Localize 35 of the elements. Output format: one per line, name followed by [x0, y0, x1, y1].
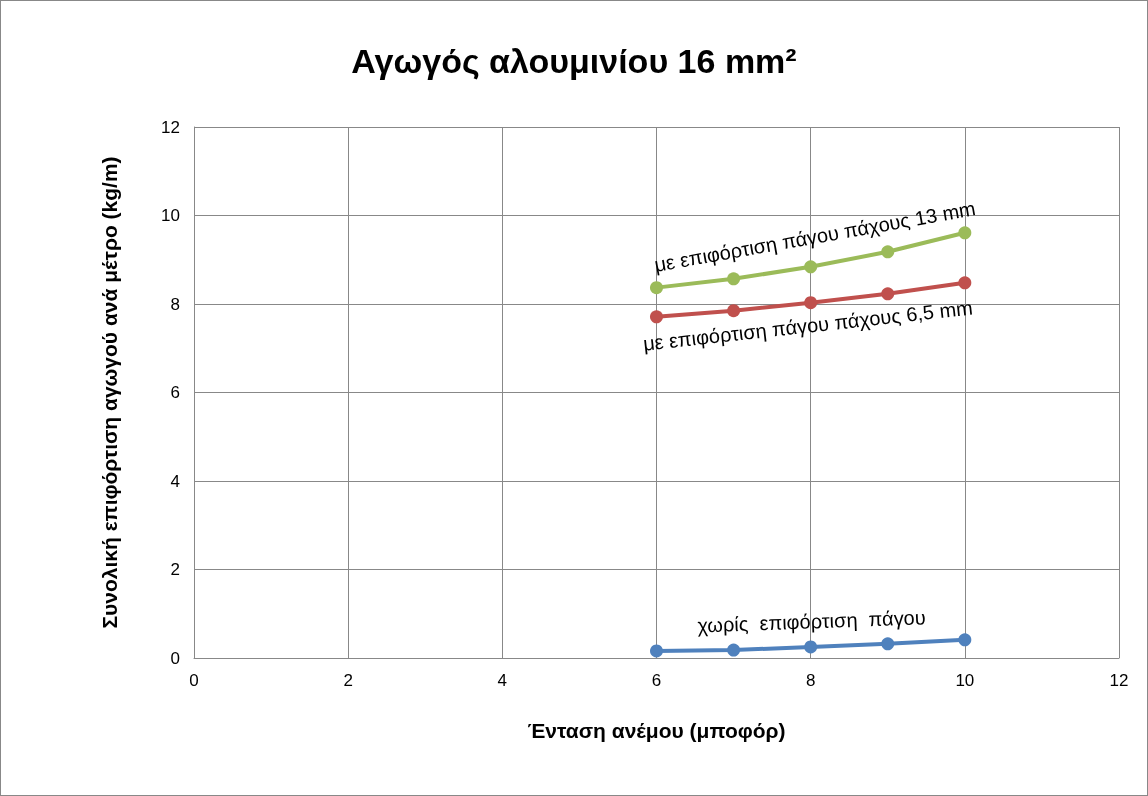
point	[881, 287, 895, 301]
x-tick-label: 12	[1109, 671, 1129, 690]
point	[804, 640, 818, 654]
x-tick-label: 10	[955, 671, 975, 690]
point	[650, 281, 663, 295]
point	[958, 633, 972, 647]
y-tick-label: 6	[170, 383, 180, 402]
point	[958, 226, 972, 240]
x-tick-label: 0	[189, 671, 199, 690]
point	[881, 637, 895, 651]
y-axis-title: Συνολική επιφόρτιση αγωγού ανά μέτρο (kg/m)	[97, 156, 121, 629]
y-tick-label: 12	[161, 117, 180, 137]
x-tick-label: 8	[805, 671, 816, 690]
point	[650, 310, 663, 324]
point	[727, 643, 741, 657]
point	[804, 296, 818, 310]
chart-title: Αγωγός αλουμινίου 16 mm²	[351, 42, 797, 80]
text: με επιφόρτιση πάγου πάχους 13 mm	[652, 197, 978, 276]
x-tick-label: 4	[497, 671, 508, 690]
y-tick-label: 8	[170, 294, 180, 314]
point	[958, 276, 972, 290]
x-axis-title: Ένταση ανέμου (μποφόρ)	[527, 719, 786, 742]
series-label: χωρίς επιφόρτιση πάγου	[697, 606, 927, 637]
point	[727, 304, 741, 318]
point	[881, 245, 895, 259]
y-tick-label: 0	[170, 648, 180, 668]
y-tick-label: 2	[170, 560, 180, 579]
y-tick-label: 10	[161, 206, 180, 225]
point	[650, 644, 663, 658]
text: με επιφόρτιση πάγου πάχους 6,5 mm	[641, 296, 974, 355]
x-tick-label: 6	[651, 671, 662, 690]
point	[804, 260, 818, 274]
point	[727, 272, 741, 286]
y-tick-label: 4	[170, 471, 180, 491]
x-tick-label: 2	[343, 671, 353, 690]
